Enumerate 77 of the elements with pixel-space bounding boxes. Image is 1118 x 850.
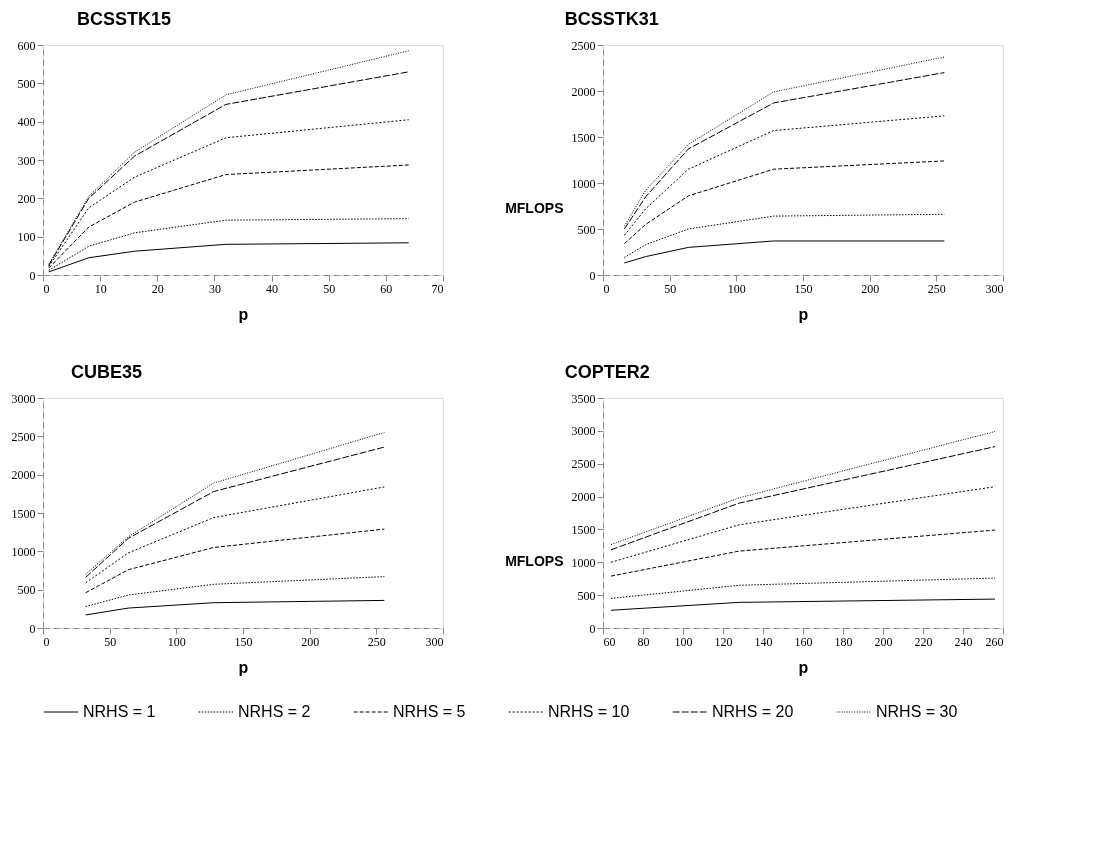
y-tick-label: 0	[29, 268, 36, 283]
x-tick-label: 300	[985, 281, 1004, 296]
y-tick-label: 0	[589, 621, 596, 636]
x-tick-label: 260	[985, 634, 1004, 649]
x-tick-label: 240	[954, 634, 973, 649]
y-tick-label: 400	[17, 115, 36, 130]
y-tick-label: 0	[589, 268, 596, 283]
x-tick-label: 50	[323, 281, 336, 296]
x-tick-label: 200	[874, 634, 893, 649]
x-tick-label: 50	[104, 634, 117, 649]
y-tick-label: 1500	[11, 506, 36, 521]
y-tick-label: 3000	[11, 391, 36, 406]
x-tick-label: 0	[603, 281, 610, 296]
y-tick-label: 200	[17, 191, 36, 206]
y-tick-label: 0	[29, 621, 36, 636]
x-tick-label: 100	[674, 634, 693, 649]
x-tick-label: 120	[714, 634, 733, 649]
y-tick-label: 1000	[11, 544, 36, 559]
x-tick-label: 40	[266, 281, 279, 296]
x-tick-label: 0	[43, 281, 50, 296]
x-tick-label: 160	[794, 634, 813, 649]
x-tick-label: 180	[834, 634, 853, 649]
y-tick-label: 2000	[571, 84, 596, 99]
x-tick-label: 80	[637, 634, 650, 649]
y-tick-label: 500	[17, 583, 36, 598]
x-tick-label: 250	[367, 634, 386, 649]
y-tick-label: 3500	[571, 391, 596, 406]
legend-label: NRHS = 10	[548, 703, 630, 720]
x-tick-label: 100	[727, 281, 746, 296]
y-tick-label: 1500	[571, 130, 596, 145]
y-tick-label: 2500	[571, 457, 596, 472]
y-tick-label: 100	[17, 230, 36, 245]
x-tick-label: 60	[380, 281, 393, 296]
x-tick-label: 0	[43, 634, 50, 649]
y-tick-label: 500	[17, 76, 36, 91]
x-tick-label: 140	[754, 634, 773, 649]
y-tick-label: 1000	[571, 555, 596, 570]
chart-title: BCSSTK15	[77, 9, 172, 29]
y-tick-label: 2500	[11, 429, 36, 444]
y-tick-label: 2000	[11, 468, 36, 483]
chart-title: CUBE35	[71, 362, 143, 382]
legend-label: NRHS = 30	[876, 703, 958, 720]
legend-label: NRHS = 20	[712, 703, 794, 720]
x-axis-title: p	[238, 658, 249, 676]
x-axis-title: p	[798, 658, 809, 676]
y-tick-label: 300	[17, 153, 36, 168]
y-axis-title: MFLOPS	[505, 199, 564, 216]
x-tick-label: 100	[167, 634, 186, 649]
legend-label: NRHS = 5	[393, 703, 466, 720]
x-tick-label: 200	[301, 634, 320, 649]
x-tick-label: 150	[234, 634, 253, 649]
x-tick-label: 70	[431, 281, 444, 296]
x-tick-label: 200	[861, 281, 880, 296]
x-axis-title: p	[798, 305, 809, 323]
legend-label: NRHS = 2	[238, 703, 311, 720]
x-tick-label: 300	[425, 634, 444, 649]
chart-title: COPTER2	[564, 362, 650, 382]
x-tick-label: 220	[914, 634, 933, 649]
y-tick-label: 600	[17, 38, 36, 53]
x-tick-label: 50	[664, 281, 677, 296]
y-tick-label: 2500	[571, 38, 596, 53]
x-tick-label: 10	[94, 281, 107, 296]
x-tick-label: 150	[794, 281, 813, 296]
y-tick-label: 3000	[571, 424, 596, 439]
y-tick-label: 1000	[571, 176, 596, 191]
x-tick-label: 60	[603, 634, 616, 649]
y-axis-title: MFLOPS	[505, 552, 564, 569]
chart-title: BCSSTK31	[564, 9, 659, 29]
y-tick-label: 500	[577, 588, 596, 603]
legend-label: NRHS = 1	[83, 703, 156, 720]
x-tick-label: 250	[927, 281, 946, 296]
x-tick-label: 20	[151, 281, 164, 296]
x-tick-label: 30	[208, 281, 221, 296]
y-tick-label: 500	[577, 222, 596, 237]
x-axis-title: p	[238, 305, 249, 323]
y-tick-label: 2000	[571, 490, 596, 505]
y-tick-label: 1500	[571, 522, 596, 537]
